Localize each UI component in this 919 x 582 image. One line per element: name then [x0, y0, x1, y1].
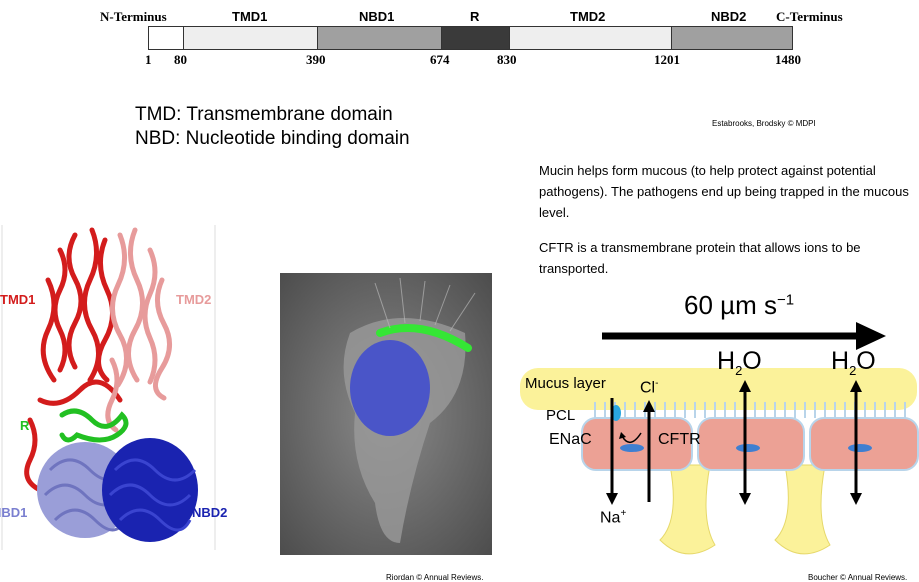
domain-label-nbd1: NBD1: [359, 9, 395, 24]
nbd1-segment: [317, 26, 442, 50]
structure-label-nbd2: NBD2: [192, 505, 228, 520]
structure-label-tmd1: TMD1: [0, 292, 36, 307]
chloride-symbol: Cl: [640, 379, 656, 397]
n-terminus-label: N-Terminus: [100, 9, 167, 24]
cftr-note: CFTR is a transmembrane protein that all…: [539, 240, 861, 276]
water-subscript: 2: [735, 363, 743, 378]
speed-value: 60: [684, 290, 713, 320]
domain-label-tmd1: TMD1: [232, 9, 268, 24]
cftr-ribbon-illustration: [1, 225, 216, 550]
chloride-label: Cl-: [640, 378, 658, 397]
water-label-2: H2O: [831, 347, 876, 378]
mucus-layer-label: Mucus layer: [525, 375, 606, 392]
tick-label: 674: [430, 52, 450, 67]
sodium-charge: +: [620, 508, 627, 519]
tmd2-segment: [509, 26, 672, 50]
airway-diagram: 60 µm s−1 Mucus layer PCL ENaC CFTR Cl- …: [520, 290, 919, 573]
water-label-1: H2O: [717, 347, 762, 378]
speed-unit: µm s: [720, 290, 778, 320]
water-h: H: [717, 347, 736, 375]
enac-label: ENaC: [549, 431, 592, 448]
legend-tmd: TMD: Transmembrane domain: [135, 104, 393, 125]
cftr-structure: TMD1 TMD2 R NBD1 NBD2: [0, 220, 227, 555]
structure-label-nbd1: NBD1: [0, 505, 28, 520]
tick-label: 1480: [775, 52, 801, 67]
mucin-note: Mucin helps form mucous (to help protect…: [539, 163, 909, 220]
chloride-charge: -: [655, 378, 659, 389]
tick-label: 830: [497, 52, 517, 67]
credit-domain-figure: Estabrooks, Brodsky © MDPI: [712, 119, 816, 128]
tick-label: 80: [174, 52, 187, 67]
structure-label-r: R: [20, 418, 30, 433]
structure-label-tmd2: TMD2: [176, 292, 212, 307]
r-ribbon: [59, 408, 129, 443]
water-o: O: [742, 347, 762, 375]
domain-label-r: R: [470, 9, 480, 24]
domain-label-tmd2: TMD2: [570, 9, 606, 24]
r-segment: [441, 26, 510, 50]
n-terminal-segment: [148, 26, 184, 50]
cell-micrograph: [280, 273, 492, 555]
credit-airway-diagram: Boucher © Annual Reviews.: [808, 573, 908, 582]
cell-micrograph-illustration: [280, 273, 492, 555]
speed-exponent: −1: [777, 291, 795, 309]
domain-label-nbd2: NBD2: [711, 9, 747, 24]
credit-cell-image: Riordan © Annual Reviews.: [386, 573, 484, 582]
pcl-label: PCL: [546, 407, 576, 424]
nbd2-segment: [671, 26, 793, 50]
mucus-speed-label: 60 µm s−1: [684, 290, 794, 321]
cftr-label: CFTR: [658, 431, 701, 448]
sodium-label: Na+: [600, 508, 626, 527]
nbd2-ribbon: [102, 438, 198, 542]
water-subscript: 2: [849, 363, 857, 378]
water-h: H: [831, 347, 850, 375]
sodium-symbol: Na: [600, 509, 621, 527]
tick-label: 390: [306, 52, 326, 67]
legend-nbd: NBD: Nucleotide binding domain: [135, 128, 410, 149]
tick-label: 1201: [654, 52, 680, 67]
tick-label: 1: [145, 52, 152, 67]
c-terminus-label: C-Terminus: [776, 9, 843, 24]
tmd1-segment: [183, 26, 318, 50]
airway-illustration: [520, 322, 919, 555]
water-o: O: [856, 347, 876, 375]
